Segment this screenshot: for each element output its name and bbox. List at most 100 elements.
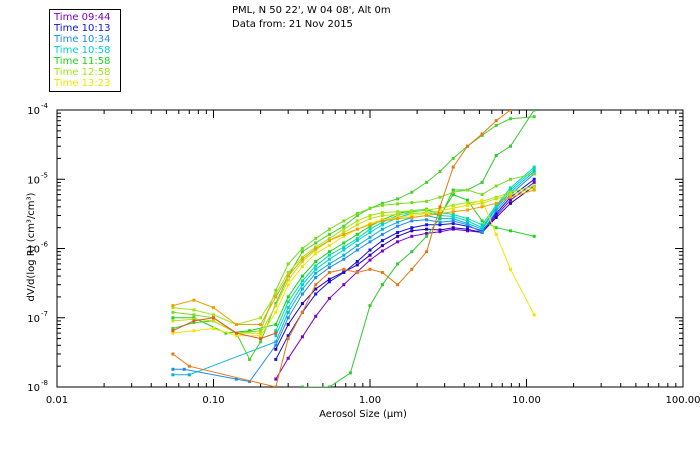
data-point xyxy=(438,169,442,173)
data-point xyxy=(494,216,498,219)
y-tick-label: 10 xyxy=(27,383,40,394)
data-point xyxy=(396,197,400,201)
data-point xyxy=(532,172,536,176)
data-point xyxy=(438,195,442,199)
data-point xyxy=(300,257,304,261)
data-point xyxy=(171,373,175,377)
data-point xyxy=(259,323,263,326)
data-point xyxy=(300,302,304,306)
x-tick-label: 0.01 xyxy=(46,395,68,406)
data-point xyxy=(466,203,469,207)
data-point xyxy=(327,236,331,240)
data-point xyxy=(425,180,429,184)
data-point xyxy=(314,267,318,271)
data-point xyxy=(368,231,372,234)
data-point xyxy=(274,331,278,335)
data-point xyxy=(410,190,414,194)
data-point xyxy=(314,271,318,275)
data-point xyxy=(327,280,331,284)
data-point xyxy=(342,232,346,236)
data-point xyxy=(348,371,352,375)
data-point xyxy=(509,195,512,199)
data-point xyxy=(274,295,278,299)
y-tick-exponent: -7 xyxy=(41,310,48,318)
data-point xyxy=(494,232,498,236)
data-point xyxy=(480,229,484,233)
data-point xyxy=(355,248,359,252)
data-point xyxy=(300,260,304,263)
data-point xyxy=(355,271,359,274)
data-point xyxy=(286,356,290,360)
data-point xyxy=(466,198,469,202)
data-point xyxy=(212,319,215,323)
data-point xyxy=(234,334,238,338)
data-point xyxy=(368,223,372,227)
y-tick-exponent: -5 xyxy=(41,171,48,179)
data-point xyxy=(355,232,359,236)
x-tick-label: 100.00 xyxy=(666,395,700,406)
data-point xyxy=(274,340,278,344)
data-point xyxy=(327,385,331,387)
data-point xyxy=(494,209,498,213)
data-point xyxy=(368,235,372,239)
data-point xyxy=(380,244,384,248)
data-point xyxy=(314,241,318,245)
data-point xyxy=(396,213,400,216)
data-point xyxy=(327,266,331,270)
legend-entry: Time 10:13 xyxy=(54,23,111,34)
series-line xyxy=(172,173,535,334)
data-point xyxy=(355,223,359,227)
data-point xyxy=(480,193,484,197)
series-line xyxy=(172,110,511,387)
data-point xyxy=(451,206,455,210)
y-tick-label: 10 xyxy=(27,245,40,256)
data-point xyxy=(212,306,215,310)
data-point xyxy=(286,306,290,310)
series-line xyxy=(172,189,535,325)
data-point xyxy=(171,319,175,323)
legend-entry: Time 10:34 xyxy=(54,34,111,45)
chart-header: PML, N 50 22', W 04 08', Alt 0m Data fro… xyxy=(232,4,391,32)
data-point xyxy=(494,184,498,188)
data-point xyxy=(425,231,429,235)
data-point xyxy=(259,340,263,344)
data-point xyxy=(327,244,331,248)
data-point xyxy=(438,228,442,232)
series-line xyxy=(172,199,535,337)
data-point xyxy=(342,224,346,228)
x-axis-label: Aerosol Size (μm) xyxy=(319,409,407,420)
data-point xyxy=(342,219,346,223)
data-point xyxy=(425,223,429,227)
series-line xyxy=(172,116,535,361)
data-point xyxy=(466,227,469,231)
data-point xyxy=(396,224,400,228)
data-point xyxy=(355,236,359,240)
data-point xyxy=(192,298,196,302)
y-tick-label: 10 xyxy=(27,314,40,325)
data-point xyxy=(368,248,372,252)
data-point xyxy=(314,287,318,291)
data-point xyxy=(327,262,331,266)
data-point xyxy=(274,385,278,387)
data-point xyxy=(509,110,512,112)
data-point xyxy=(274,288,278,292)
data-point xyxy=(314,283,318,287)
data-point xyxy=(274,304,278,308)
data-point xyxy=(368,240,372,244)
data-point xyxy=(438,220,442,224)
data-point xyxy=(438,214,442,217)
y-axis-label: dV/d(log R) (cm³/cm³) xyxy=(26,192,37,301)
data-point xyxy=(380,223,384,227)
data-point xyxy=(248,329,252,333)
series-line xyxy=(172,185,535,326)
data-point xyxy=(410,234,414,238)
data-point xyxy=(314,292,318,296)
data-point xyxy=(466,229,469,233)
data-point xyxy=(300,310,304,314)
data-point xyxy=(532,110,536,112)
data-point xyxy=(509,193,512,197)
data-point xyxy=(494,197,498,201)
data-point xyxy=(509,144,512,148)
x-tick-label: 10.00 xyxy=(512,395,541,406)
